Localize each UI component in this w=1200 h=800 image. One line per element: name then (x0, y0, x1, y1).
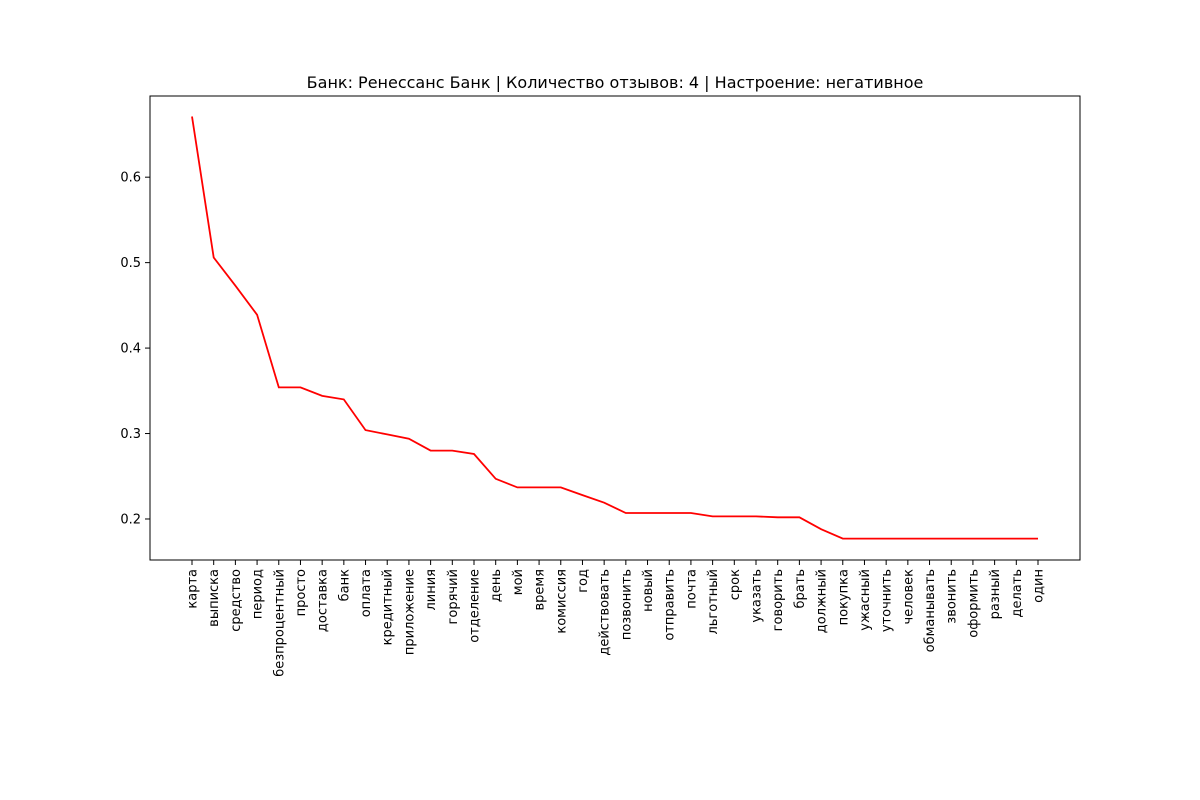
x-tick-label: покупка (836, 569, 851, 625)
x-tick-label: просто (294, 569, 309, 616)
y-tick-label: 0.2 (120, 512, 141, 527)
x-tick-label: день (489, 569, 504, 602)
x-tick-label: карта (186, 569, 201, 609)
x-tick-label: позвонить (619, 569, 634, 640)
x-tick-label: мой (511, 569, 526, 595)
y-tick-label: 0.6 (120, 171, 141, 186)
x-axis-ticks: карта выписка средство период безпроцентный п… (186, 560, 1047, 677)
series-line (191, 116, 1038, 540)
plot-area-frame (149, 95, 1081, 561)
x-tick-label: брать (793, 569, 808, 608)
x-tick-label: указать (750, 569, 765, 623)
y-tick-label: 0.5 (120, 256, 141, 271)
x-tick-label: уточнить (880, 569, 895, 632)
x-tick-label: оплата (359, 569, 374, 617)
x-tick-label: срок (728, 569, 743, 600)
x-tick-label: приложение (402, 569, 417, 655)
x-tick-label: кредитный (381, 569, 396, 645)
x-tick-label: выписка (207, 569, 222, 627)
x-tick-label: доставка (316, 569, 331, 632)
y-tick-label: 0.3 (120, 427, 141, 442)
x-tick-label: говорить (771, 569, 786, 631)
x-tick-label: человек (901, 569, 916, 625)
x-tick-label: оформить (966, 569, 981, 638)
x-tick-label: отделение (468, 569, 483, 643)
x-tick-label: линия (424, 569, 439, 611)
x-tick-label: действовать (598, 569, 613, 656)
x-tick-label: год (576, 569, 591, 593)
x-tick-label: безпроцентный (272, 569, 287, 677)
y-axis-ticks: 0.2 0.3 0.4 0.5 0.6 (120, 171, 150, 527)
x-tick-label: звонить (945, 569, 960, 624)
x-tick-label: горячий (446, 569, 461, 624)
x-tick-label: разный (988, 569, 1003, 619)
x-tick-label: новый (641, 569, 656, 612)
y-tick-label: 0.4 (120, 342, 141, 357)
x-tick-label: почта (684, 569, 699, 609)
x-tick-label: льготный (706, 569, 721, 635)
x-tick-label: время (533, 569, 548, 611)
x-tick-label: средство (229, 569, 244, 632)
x-tick-label: обманывать (923, 569, 938, 652)
chart-title: Банк: Ренессанс Банк | Количество отзыво… (307, 73, 924, 92)
x-tick-label: комиссия (554, 569, 569, 634)
x-tick-label: период (251, 569, 266, 619)
x-tick-label: ужасный (858, 569, 873, 631)
x-tick-label: делать (1010, 569, 1025, 618)
x-tick-label: один (1032, 569, 1047, 603)
x-tick-label: отправить (663, 569, 678, 641)
x-tick-label: должный (815, 569, 830, 633)
x-tick-label: банк (337, 569, 352, 601)
